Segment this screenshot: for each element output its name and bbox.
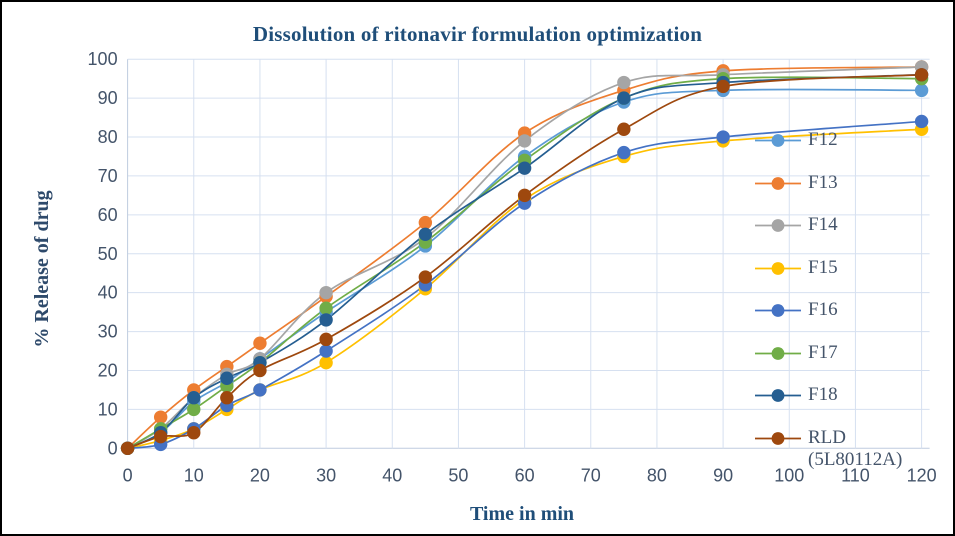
- legend-marker-f12-icon: [755, 134, 801, 147]
- legend-label: F17: [808, 341, 838, 363]
- x-tick-label: 100: [774, 465, 804, 485]
- series-marker-F18: [517, 161, 532, 175]
- series-marker-RLD (5L80112A): [617, 122, 631, 136]
- legend-label: F15: [808, 256, 838, 278]
- series-marker-F13: [153, 410, 168, 424]
- y-tick-label: 10: [98, 399, 118, 419]
- y-tick-label: 80: [98, 127, 118, 147]
- legend-marker-rld-icon: [755, 432, 801, 445]
- series-marker-RLD (5L80112A): [153, 429, 168, 444]
- series-marker-RLD (5L80112A): [914, 68, 929, 82]
- series-marker-RLD (5L80112A): [220, 391, 234, 405]
- y-tick-label: 20: [98, 360, 118, 380]
- y-tick-label: 100: [88, 49, 118, 69]
- legend-marker-f16-icon: [755, 304, 801, 318]
- x-tick-label: 50: [448, 465, 468, 485]
- series-marker-RLD (5L80112A): [319, 332, 333, 347]
- series-marker-F16: [253, 383, 267, 397]
- legend-label: F12: [808, 129, 838, 150]
- series-marker-RLD (5L80112A): [716, 79, 730, 94]
- x-tick-label: 90: [713, 465, 733, 485]
- series-marker-RLD (5L80112A): [187, 426, 201, 440]
- series-marker-F14: [617, 75, 631, 90]
- chart-title: Dissolution of ritonavir formulation opt…: [252, 22, 703, 46]
- legend-item-f17: F17: [755, 341, 953, 364]
- series-marker-F13: [418, 215, 433, 230]
- legend-marker-f18-icon: [755, 389, 801, 403]
- series-marker-F17: [319, 301, 333, 315]
- series-marker-RLD (5L80112A): [517, 188, 532, 203]
- x-tick-label: 10: [184, 465, 204, 485]
- legend-label: F13: [808, 171, 838, 193]
- y-tick-label: 40: [98, 283, 118, 303]
- series-marker-F18: [220, 371, 234, 385]
- series-marker-F16: [914, 114, 929, 129]
- x-axis-title: Time in min: [469, 503, 575, 525]
- y-tick-label: 0: [108, 438, 118, 458]
- series-marker-F18: [617, 91, 631, 105]
- chart-legend: F12 F13 F14 F15 F16 F17 F18 RLD (5L8011: [755, 129, 953, 471]
- y-tick-label: 50: [98, 244, 118, 264]
- x-tick-label: 80: [647, 465, 667, 485]
- legend-label: F18: [808, 384, 838, 406]
- legend-item-f18: F18: [755, 384, 953, 406]
- series-marker-F18: [187, 391, 201, 405]
- x-tick-label: 60: [515, 465, 535, 485]
- y-tick-label: 30: [98, 322, 118, 342]
- legend-item-f12: F12: [755, 129, 953, 151]
- y-tick-label: 60: [98, 205, 118, 225]
- series-marker-F15: [319, 355, 333, 370]
- y-axis-title: % Release of drug: [31, 190, 53, 348]
- series-marker-F18: [319, 313, 333, 327]
- x-tick-label: 40: [382, 465, 402, 485]
- legend-item-rld: RLD (5L80112A): [755, 426, 953, 471]
- series-marker-F17: [187, 402, 201, 417]
- legend-item-f13: F13: [755, 171, 953, 194]
- series-marker-RLD (5L80112A): [253, 363, 267, 378]
- x-tick-label: 120: [907, 465, 937, 485]
- legend-marker-f15-icon: [755, 261, 801, 275]
- legend-marker-f14-icon: [755, 219, 801, 233]
- legend-marker-f13-icon: [755, 176, 801, 190]
- series-marker-F18: [418, 227, 433, 241]
- series-marker-F14: [517, 134, 532, 148]
- series-marker-F16: [617, 145, 631, 160]
- legend-item-f15: F15: [755, 256, 953, 279]
- x-tick-label: 20: [250, 465, 270, 485]
- legend-label: F14: [808, 214, 838, 236]
- series-marker-F16: [716, 130, 730, 144]
- series-marker-RLD (5L80112A): [418, 270, 433, 284]
- series-marker-F13: [253, 336, 267, 350]
- legend-label: RLD (5L80112A): [808, 426, 903, 470]
- x-tick-label: 70: [581, 465, 601, 485]
- legend-marker-f17-icon: [755, 346, 801, 360]
- series-marker-F14: [319, 285, 333, 300]
- series-marker-F12: [914, 83, 929, 98]
- series-marker-RLD (5L80112A): [120, 441, 135, 455]
- x-tick-label: 0: [123, 465, 133, 485]
- legend-item-f14: F14: [755, 214, 953, 236]
- x-tick-label: 110: [841, 465, 870, 485]
- series-marker-F16: [319, 344, 333, 358]
- y-tick-label: 70: [98, 166, 118, 186]
- x-tick-label: 30: [316, 465, 336, 485]
- y-tick-label: 90: [98, 88, 118, 108]
- legend-label: F16: [808, 299, 838, 321]
- legend-item-f16: F16: [755, 299, 953, 321]
